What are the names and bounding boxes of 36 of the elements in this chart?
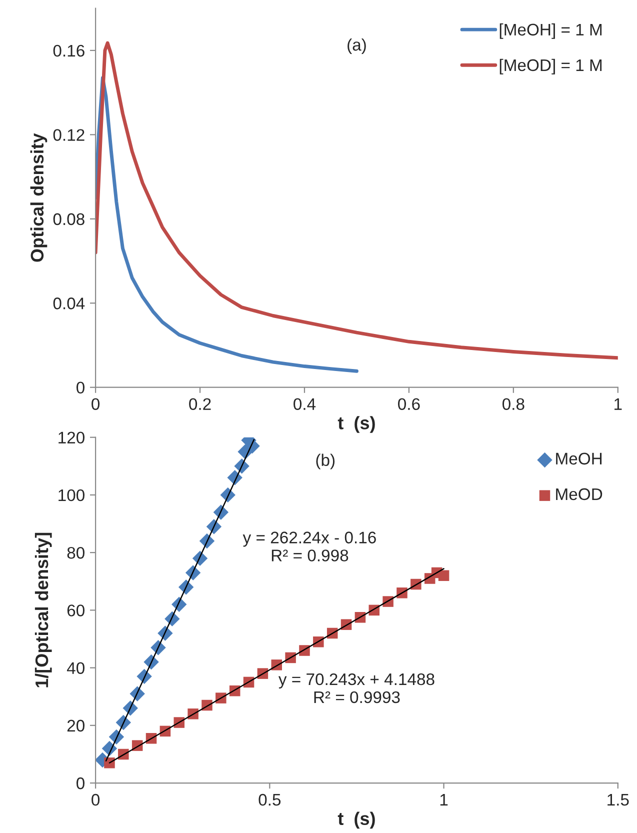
legend-label: [MeOH] = 1 M	[500, 23, 602, 39]
x-tick-label: 0.2	[189, 398, 211, 410]
x-tick-label: 0	[92, 398, 100, 410]
legend-label: MeOH	[556, 452, 602, 465]
legend-label: MeOD	[556, 488, 602, 500]
y-tick-label: 80	[67, 546, 84, 559]
annotation: (b)	[316, 454, 335, 470]
x-tick-label: 0	[92, 794, 100, 806]
y-tick-label: 0	[76, 777, 84, 790]
annotation: (a)	[348, 38, 366, 54]
x-axis-title: t (s)	[338, 812, 375, 829]
legend-label: [MeOD] = 1 M	[500, 58, 602, 74]
y-tick-label: 0.12	[53, 129, 84, 141]
x-tick-label: 1	[614, 398, 622, 410]
annotation: y = 262.24x - 0.16 R² = 0.998	[242, 532, 376, 562]
x-axis-title: t (s)	[338, 416, 375, 433]
y-tick-label: 0	[76, 382, 84, 394]
x-tick-label: 0.4	[294, 398, 316, 410]
point	[438, 570, 450, 581]
y-tick-label: 0.04	[53, 298, 85, 310]
y-tick-label: 20	[67, 720, 84, 732]
line-series	[96, 76, 358, 373]
y-tick-label: 120	[58, 432, 84, 444]
y-tick-label: 100	[58, 489, 84, 502]
y-axis-title: 1/[Optical density]	[34, 532, 52, 688]
x-tick-label: 0.8	[502, 398, 524, 410]
x-tick-label: 1	[440, 794, 448, 806]
y-axis-title: Optical density	[30, 133, 48, 262]
x-tick-label: 0.6	[398, 398, 420, 410]
y-tick-label: 60	[67, 604, 84, 616]
annotation: y = 70.243x + 4.1488 R² = 0.9993	[278, 673, 434, 704]
y-tick-label: 0.08	[53, 213, 84, 226]
y-tick-label: 0.16	[53, 44, 84, 57]
y-tick-label: 40	[66, 662, 84, 674]
x-tick-label: 0.5	[258, 794, 281, 806]
x-tick-label: 1.5	[608, 794, 629, 806]
